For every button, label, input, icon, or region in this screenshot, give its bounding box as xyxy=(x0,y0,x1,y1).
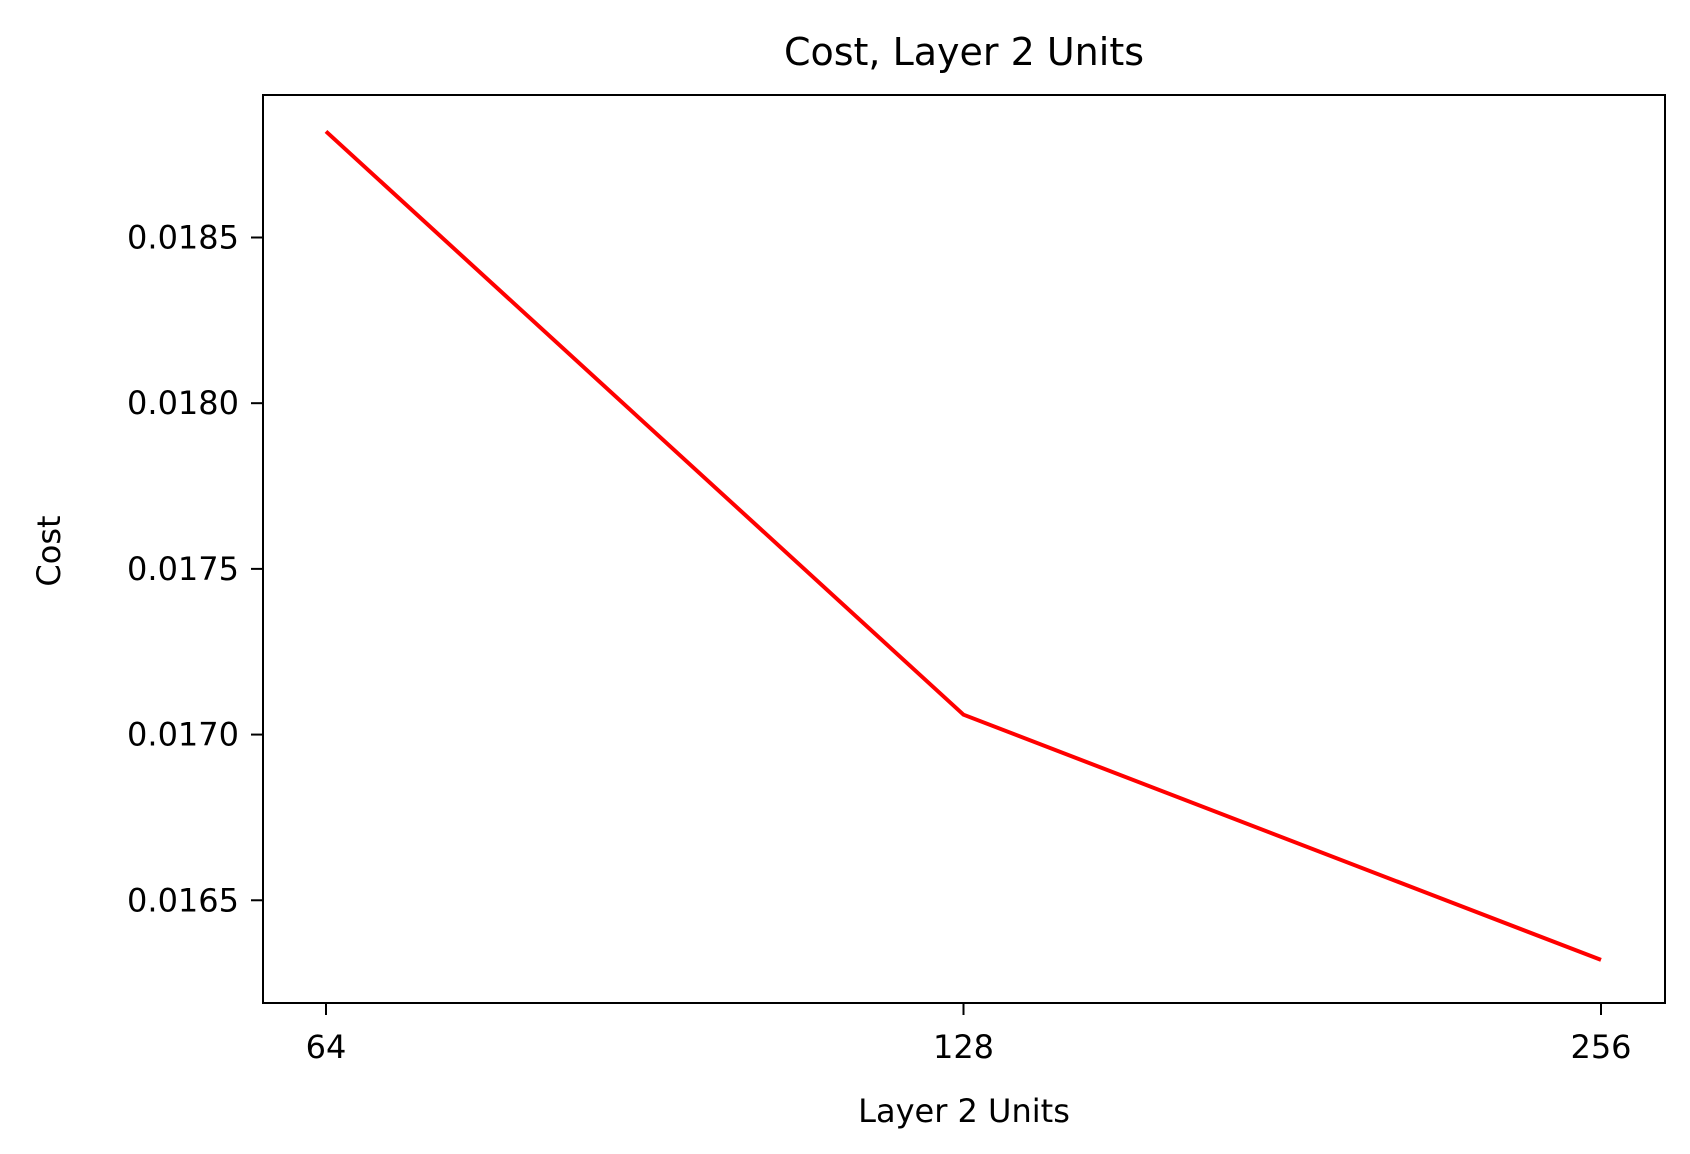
y-axis-ticks: 0.0165 0.0170 0.0175 0.0180 0.0185 xyxy=(127,218,263,919)
x-tick-label: 128 xyxy=(933,1028,994,1066)
x-tick-label: 64 xyxy=(306,1028,347,1066)
x-axis-ticks: 64 128 256 xyxy=(306,1003,1632,1066)
y-tick-label: 0.0165 xyxy=(127,881,239,919)
x-tick-label: 256 xyxy=(1570,1028,1631,1066)
series-group xyxy=(324,129,1602,962)
y-tick-label: 0.0175 xyxy=(127,550,239,588)
x-axis-label: Layer 2 Units xyxy=(858,1092,1070,1130)
chart-title: Cost, Layer 2 Units xyxy=(784,30,1144,74)
y-tick-label: 0.0180 xyxy=(127,384,239,422)
plot-area-frame xyxy=(262,94,1666,1004)
y-axis-label: Cost xyxy=(30,515,68,586)
series-line xyxy=(324,129,1602,962)
y-tick-label: 0.0185 xyxy=(127,218,239,256)
y-tick-label: 0.0170 xyxy=(127,716,239,754)
